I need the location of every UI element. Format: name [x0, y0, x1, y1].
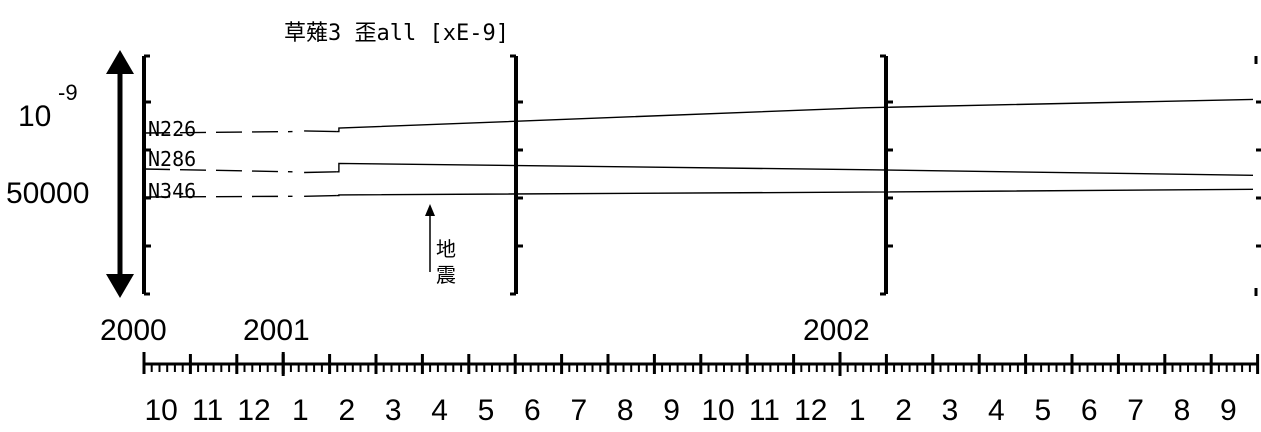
series-n346-segment-0 — [143, 195, 293, 198]
year-label-2002: 2002 — [803, 314, 870, 347]
year-label-2001: 2001 — [243, 314, 310, 347]
month-label: 11 — [749, 394, 780, 427]
month-label: 5 — [1034, 394, 1051, 427]
month-label: 5 — [478, 394, 495, 427]
bracket-left — [142, 54, 151, 296]
series-n226-segment-1 — [304, 130, 337, 133]
series-n286-segment-1 — [304, 171, 337, 174]
series-lines — [143, 98, 1254, 198]
month-label: 9 — [1220, 394, 1237, 427]
month-labels: 10 11 12 1 2 3 4 5 6 7 8 9 10 11 12 1 2 3 4 5 6 7 8 9 — [145, 394, 1237, 427]
month-label: 4 — [988, 394, 1005, 427]
month-label: 1 — [849, 394, 866, 427]
series-n226-segment-2 — [336, 98, 1254, 133]
month-label: 2 — [338, 394, 355, 427]
earthquake-label-1: 地 — [436, 237, 456, 261]
year-label-2000: 2000 — [100, 314, 167, 347]
month-label: 10 — [145, 394, 178, 427]
series-label-n346: N346 — [148, 179, 196, 203]
month-label: 4 — [431, 394, 448, 427]
series-label-n286: N286 — [148, 147, 196, 171]
axis-ticks — [142, 352, 1260, 376]
panel-brackets — [142, 54, 1261, 296]
scale-exponent-label: -9 — [58, 80, 78, 105]
month-label: 12 — [794, 394, 827, 427]
month-label: 8 — [617, 394, 634, 427]
series-n226-segment-0 — [143, 130, 293, 134]
month-label: 12 — [237, 394, 270, 427]
month-label: 1 — [292, 394, 309, 427]
bracket-1 — [510, 54, 523, 296]
month-label: 3 — [942, 394, 959, 427]
series-n346-segment-2 — [336, 188, 1254, 197]
scale-value-label: 50000 — [6, 177, 89, 210]
scale-bar — [106, 50, 134, 298]
month-label: 9 — [663, 394, 680, 427]
month-label: 10 — [701, 394, 734, 427]
bracket-right — [1254, 56, 1261, 296]
bracket-2 — [880, 54, 893, 296]
series-n286-segment-2 — [336, 162, 1254, 176]
month-label: 7 — [570, 394, 587, 427]
month-label: 6 — [524, 394, 541, 427]
series-n286-segment-0 — [143, 168, 293, 173]
month-label: 8 — [1174, 394, 1191, 427]
series-n346-segment-1 — [304, 194, 337, 197]
month-label: 3 — [385, 394, 402, 427]
month-label: 6 — [1081, 394, 1098, 427]
scale-base-label: 10 — [18, 100, 51, 133]
earthquake-marker — [425, 204, 435, 272]
series-label-n226: N226 — [148, 117, 196, 141]
month-label: 11 — [192, 394, 223, 427]
chart-title: 草薙3 歪all [xE-9] — [284, 21, 509, 46]
month-label: 7 — [1127, 394, 1144, 427]
month-label: 2 — [895, 394, 912, 427]
earthquake-label-2: 震 — [436, 263, 456, 287]
